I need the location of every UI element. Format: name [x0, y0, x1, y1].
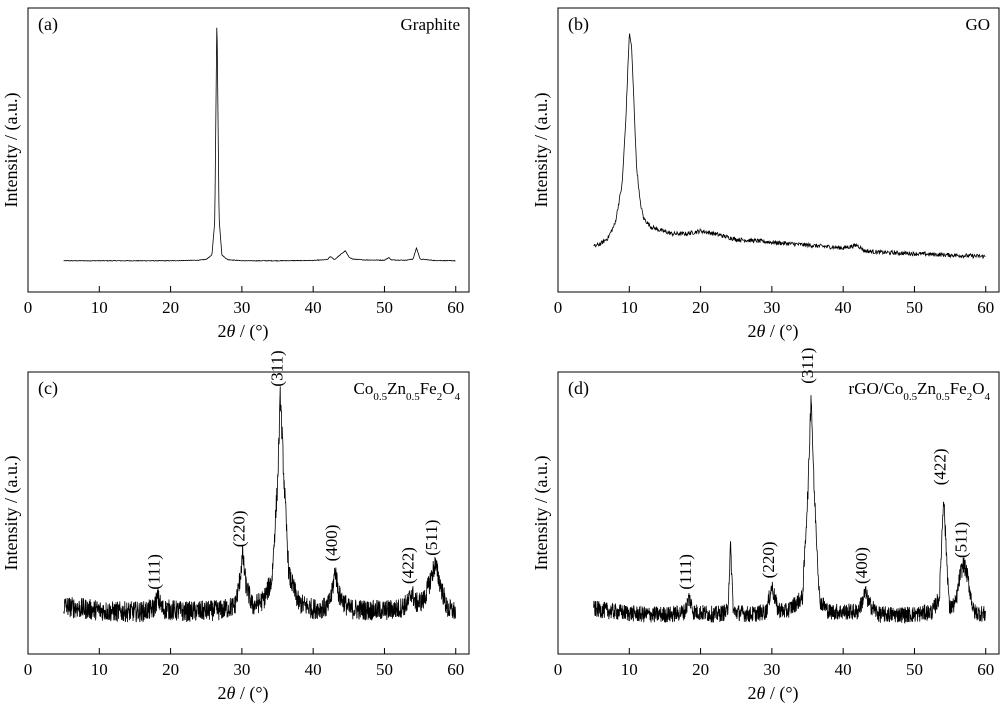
panel-tag: (b)	[568, 14, 589, 35]
peak-label: (400)	[852, 547, 871, 584]
xrd-panel: 0 10 20 30 40 50 60 2θ / (°) Intensity / (a.u.) (…	[1, 7, 470, 342]
panel-tag: (a)	[38, 14, 58, 35]
peak-label: (511)	[422, 520, 441, 556]
x-tick-label: 40	[835, 660, 852, 679]
x-tick-label: 30	[233, 298, 250, 317]
sample-name: Graphite	[401, 15, 460, 34]
x-tick-label: 50	[906, 298, 923, 317]
peak-label: (111)	[676, 554, 695, 590]
xrd-panel: 0 10 20 30 40 50 60 2θ / (°) Intensity / (a.u.) (…	[1, 350, 470, 704]
x-tick-label: 20	[692, 298, 709, 317]
xrd-trace	[63, 27, 456, 262]
x-tick-label: 30	[763, 298, 780, 317]
plot-frame	[27, 7, 470, 293]
panel-tag: (d)	[568, 378, 589, 399]
xrd-panel: 0 10 20 30 40 50 60 2θ / (°) Intensity / (a.u.) (…	[531, 7, 1000, 342]
plot-frame	[27, 371, 470, 655]
plot-frame	[557, 7, 1000, 293]
xrd-trace	[63, 386, 457, 623]
plot-frame	[557, 371, 1000, 655]
x-tick-label: 60	[977, 298, 994, 317]
x-tick-label: 50	[906, 660, 923, 679]
x-tick-label: 40	[835, 298, 852, 317]
x-tick-label: 10	[91, 660, 108, 679]
y-axis-title: Intensity / (a.u.)	[1, 93, 22, 208]
x-tick-label: 30	[763, 660, 780, 679]
x-tick-label: 0	[24, 298, 33, 317]
peak-label: (422)	[931, 448, 950, 485]
x-tick-label: 40	[305, 660, 322, 679]
x-tick-label: 10	[621, 298, 638, 317]
xrd-trace	[593, 395, 987, 624]
sample-name: GO	[965, 15, 990, 34]
panel-tag: (c)	[38, 378, 58, 399]
x-axis-title: 2θ / (°)	[747, 321, 798, 342]
y-axis-title: Intensity / (a.u.)	[531, 93, 552, 208]
x-tick-label: 40	[305, 298, 322, 317]
peak-label: (511)	[951, 522, 970, 558]
x-tick-label: 10	[621, 660, 638, 679]
y-axis-title: Intensity / (a.u.)	[531, 456, 552, 571]
x-tick-label: 60	[447, 660, 464, 679]
peak-label: (111)	[145, 554, 164, 590]
x-tick-label: 20	[692, 660, 709, 679]
peak-label: (400)	[322, 525, 341, 562]
peak-label: (311)	[267, 350, 286, 386]
x-axis-title: 2θ / (°)	[747, 683, 798, 704]
x-tick-label: 60	[447, 298, 464, 317]
x-tick-label: 50	[376, 298, 393, 317]
peak-label: (220)	[759, 541, 778, 578]
peak-label: (311)	[798, 348, 817, 384]
x-tick-label: 20	[162, 298, 179, 317]
xrd-trace	[593, 33, 986, 259]
x-tick-label: 0	[24, 660, 33, 679]
y-axis-title: Intensity / (a.u.)	[1, 456, 22, 571]
x-tick-label: 0	[554, 298, 563, 317]
x-tick-label: 60	[977, 660, 994, 679]
x-tick-label: 50	[376, 660, 393, 679]
sample-name: rGO/Co0.5Zn0.5Fe2O4	[849, 379, 991, 403]
peak-label: (220)	[229, 510, 248, 547]
x-axis-title: 2θ / (°)	[217, 321, 268, 342]
sample-name: Co0.5Zn0.5Fe2O4	[353, 379, 460, 403]
xrd-panel: 0 10 20 30 40 50 60 2θ / (°) Intensity / (a.u.) (…	[531, 348, 1000, 704]
x-axis-title: 2θ / (°)	[217, 683, 268, 704]
x-tick-label: 10	[91, 298, 108, 317]
peak-label: (422)	[398, 547, 417, 584]
x-tick-label: 20	[162, 660, 179, 679]
x-tick-label: 30	[233, 660, 250, 679]
x-tick-label: 0	[554, 660, 563, 679]
